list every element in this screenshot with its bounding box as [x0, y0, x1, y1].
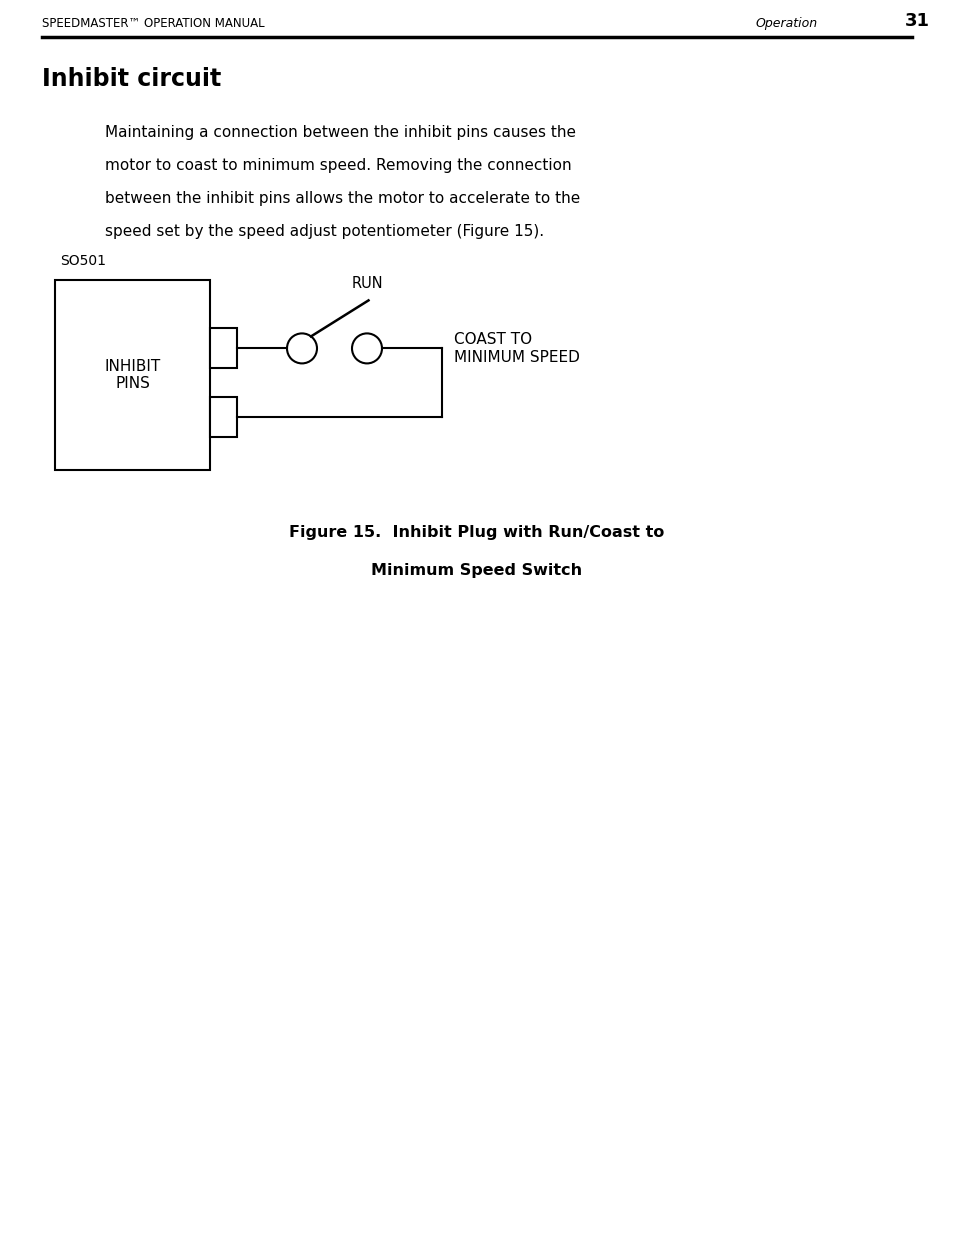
- Text: Minimum Speed Switch: Minimum Speed Switch: [371, 563, 582, 578]
- Text: 31: 31: [904, 12, 929, 30]
- Text: COAST TO
MINIMUM SPEED: COAST TO MINIMUM SPEED: [454, 332, 579, 364]
- Circle shape: [352, 333, 381, 363]
- Text: RUN: RUN: [351, 277, 382, 291]
- Text: Figure 15.  Inhibit Plug with Run/Coast to: Figure 15. Inhibit Plug with Run/Coast t…: [289, 525, 664, 540]
- Text: Operation: Operation: [754, 17, 817, 30]
- Bar: [210, 396, 236, 437]
- Text: SO501: SO501: [60, 254, 106, 268]
- Circle shape: [287, 333, 316, 363]
- Text: speed set by the speed adjust potentiometer (Figure 15).: speed set by the speed adjust potentiome…: [105, 224, 543, 240]
- Bar: [210, 329, 236, 368]
- Text: Maintaining a connection between the inhibit pins causes the: Maintaining a connection between the inh…: [105, 125, 576, 140]
- Bar: [55, 280, 210, 471]
- Text: between the inhibit pins allows the motor to accelerate to the: between the inhibit pins allows the moto…: [105, 191, 579, 206]
- Text: Inhibit circuit: Inhibit circuit: [42, 67, 221, 91]
- Text: INHIBIT
PINS: INHIBIT PINS: [104, 359, 160, 391]
- Text: motor to coast to minimum speed. Removing the connection: motor to coast to minimum speed. Removin…: [105, 158, 571, 173]
- Text: SPEEDMASTER™ OPERATION MANUAL: SPEEDMASTER™ OPERATION MANUAL: [42, 17, 264, 30]
